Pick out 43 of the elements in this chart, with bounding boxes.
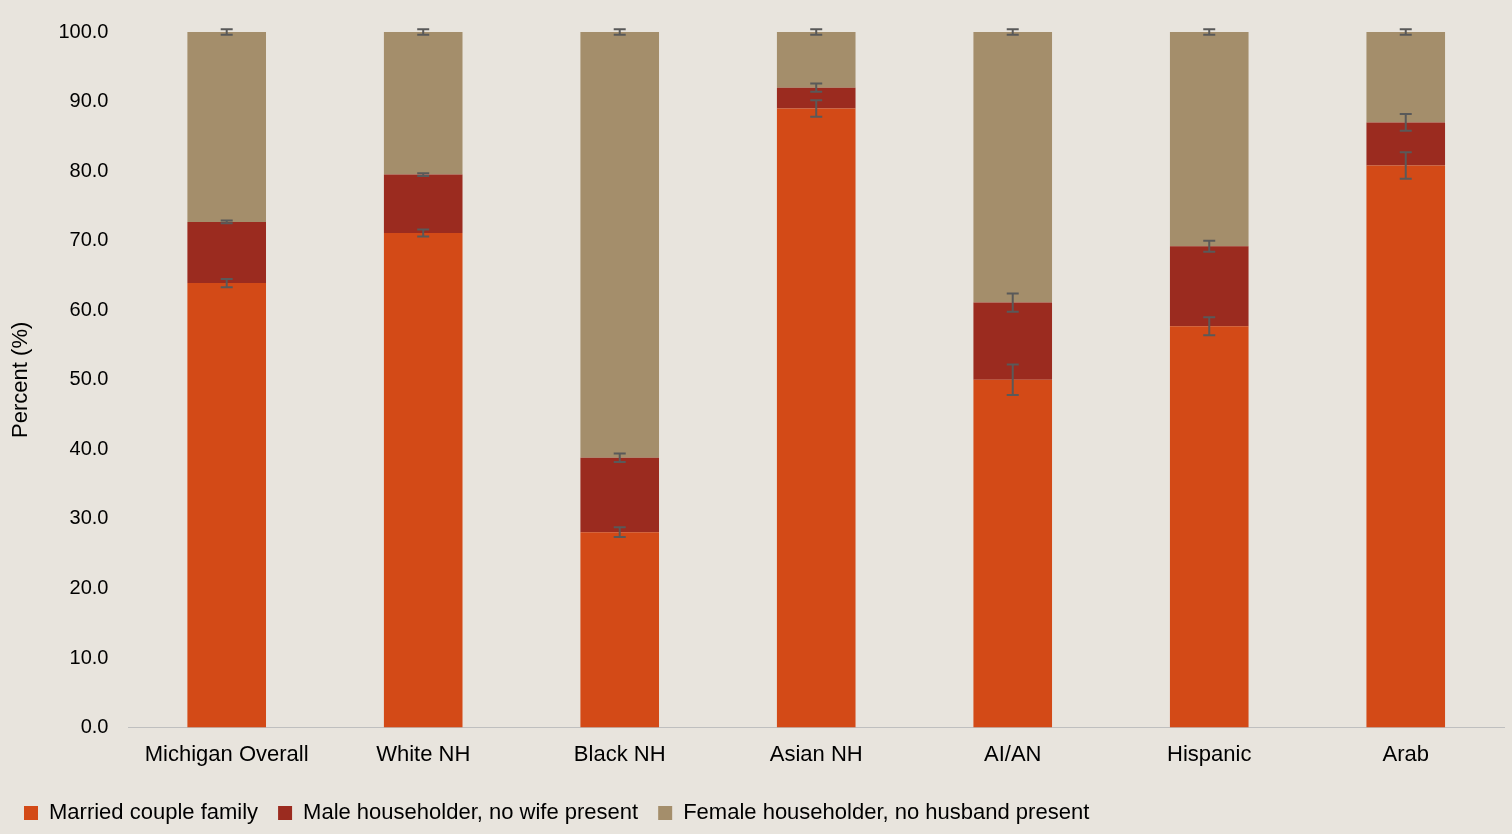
bar	[187, 221, 266, 284]
bar	[1169, 246, 1249, 327]
bar	[383, 32, 463, 175]
bar	[1366, 165, 1446, 728]
bar	[1169, 32, 1249, 247]
bar	[973, 32, 1053, 303]
x-tick-label: Hispanic	[1167, 740, 1252, 766]
x-tick-label: AI/AN	[984, 740, 1042, 766]
x-tick-label: Asian NH	[769, 740, 863, 766]
bar	[187, 32, 266, 222]
bar	[383, 233, 463, 728]
y-tick-label: 70.0	[69, 228, 109, 251]
y-axis-title: Percent (%)	[7, 321, 33, 438]
bar	[1366, 122, 1446, 166]
legend-label: Married couple family	[49, 799, 259, 825]
x-tick-label: Michigan Overall	[144, 740, 309, 766]
y-tick-label: 20.0	[69, 576, 109, 598]
x-tick-label: Arab	[1382, 740, 1429, 766]
x-tick-label: Black NH	[573, 740, 666, 766]
bar	[776, 87, 856, 109]
y-tick-label: 100.0	[58, 19, 109, 42]
y-tick-label: 40.0	[69, 436, 109, 459]
y-tick-label: 0.0	[80, 715, 109, 738]
bar	[580, 32, 660, 458]
y-tick-label: 80.0	[69, 158, 109, 181]
bar	[580, 457, 660, 533]
bar	[776, 108, 856, 728]
bar	[383, 174, 463, 234]
y-tick-label: 30.0	[69, 506, 109, 529]
y-tick-label: 50.0	[69, 367, 109, 390]
bar	[580, 532, 660, 728]
bar	[1366, 32, 1446, 123]
bar	[776, 32, 856, 88]
legend-label: Male householder, no wife present	[303, 799, 639, 825]
bar	[973, 302, 1053, 380]
y-tick-label: 10.0	[69, 645, 109, 668]
legend-label: Female householder, no husband present	[683, 799, 1090, 825]
bar	[187, 283, 266, 728]
y-tick-label: 90.0	[69, 89, 109, 112]
bar	[1169, 326, 1249, 728]
bar	[973, 379, 1053, 728]
x-tick-label: White NH	[376, 740, 471, 766]
y-tick-label: 60.0	[69, 297, 109, 320]
